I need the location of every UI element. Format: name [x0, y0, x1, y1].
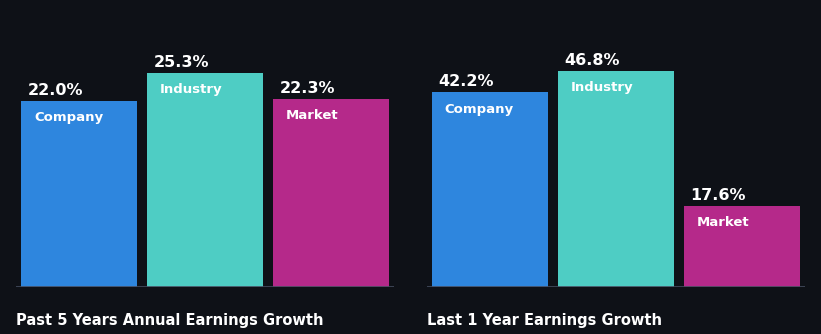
Bar [147, 73, 264, 287]
Text: Company: Company [34, 111, 103, 124]
Bar [432, 93, 548, 287]
Text: Last 1 Year Earnings Growth: Last 1 Year Earnings Growth [427, 313, 662, 328]
Text: 46.8%: 46.8% [564, 53, 620, 68]
Text: Market: Market [696, 216, 749, 229]
Text: 25.3%: 25.3% [154, 55, 209, 70]
Text: Company: Company [444, 103, 514, 116]
Bar [557, 71, 674, 287]
Text: Industry: Industry [571, 81, 633, 95]
Text: Past 5 Years Annual Earnings Growth: Past 5 Years Annual Earnings Growth [16, 313, 324, 328]
Text: Market: Market [286, 109, 338, 122]
Text: 42.2%: 42.2% [438, 74, 493, 90]
Bar [273, 99, 389, 287]
Text: 22.0%: 22.0% [28, 83, 83, 98]
Bar [21, 101, 137, 287]
Text: 17.6%: 17.6% [690, 188, 745, 203]
Text: Industry: Industry [160, 83, 222, 96]
Bar [684, 206, 800, 287]
Text: 22.3%: 22.3% [279, 80, 335, 96]
